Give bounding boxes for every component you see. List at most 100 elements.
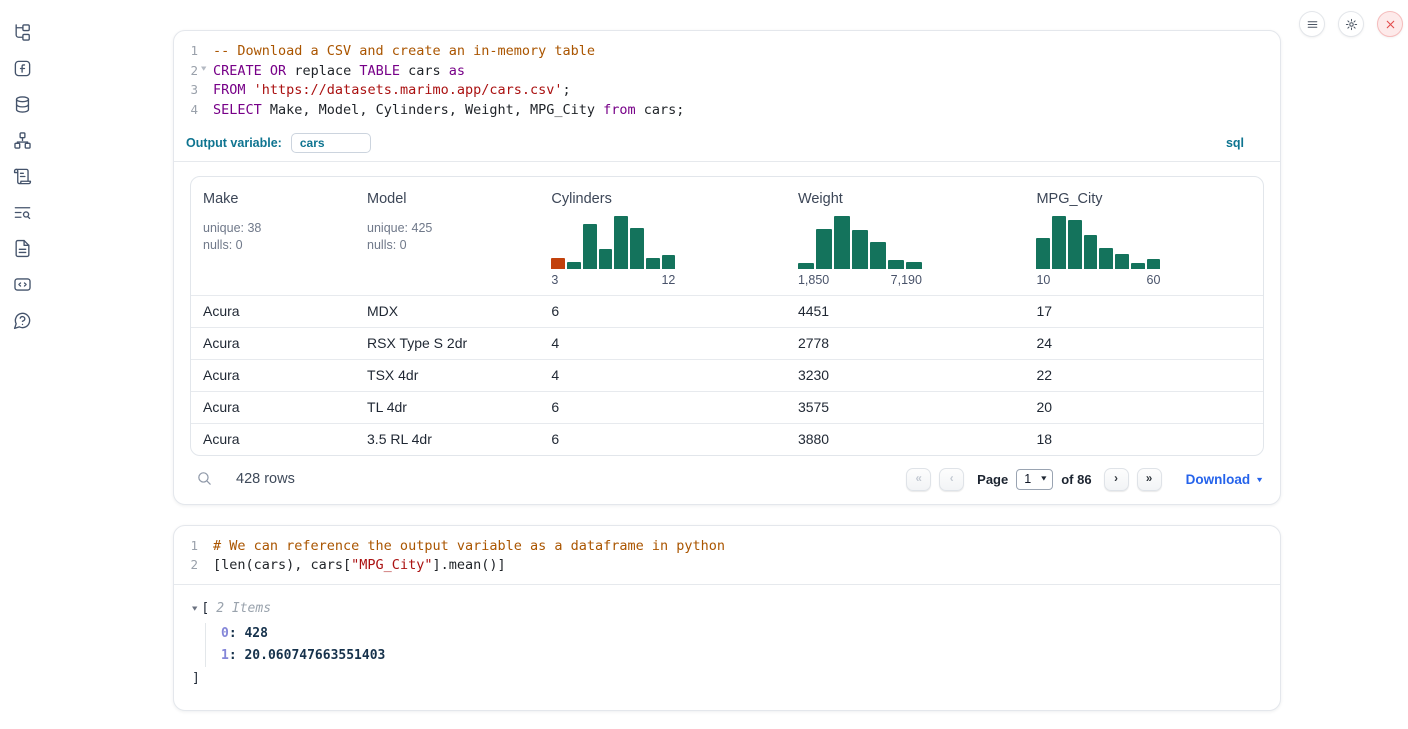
language-badge: sql — [1226, 136, 1268, 150]
database-icon[interactable] — [13, 95, 32, 114]
code-line: 2[len(cars), cars["MPG_City"].mean()] — [174, 557, 1280, 577]
line-number: 2▼ — [174, 63, 198, 78]
histogram-bar — [888, 260, 904, 269]
file-tree-icon[interactable] — [13, 23, 32, 42]
histogram-bar — [1131, 263, 1145, 269]
collapse-chevron-icon[interactable]: ▼ — [192, 605, 197, 613]
table-header-row: Makeunique: 38nulls: 0Modelunique: 425nu… — [191, 177, 1263, 296]
help-icon[interactable] — [13, 311, 32, 330]
sql-code-editor[interactable]: 1-- Download a CSV and create an in-memo… — [174, 31, 1280, 129]
column-stats: unique: 38nulls: 0 — [203, 220, 343, 254]
table-row[interactable]: AcuraRSX Type S 2dr4277824 — [191, 327, 1263, 359]
table-body: AcuraMDX6445117AcuraRSX Type S 2dr427782… — [191, 295, 1263, 455]
notebook-controls — [1299, 11, 1403, 37]
list-item-value: 428 — [244, 626, 267, 641]
dependency-graph-icon[interactable] — [13, 131, 32, 150]
list-item-colon: : — [229, 648, 245, 663]
notebook-main: 1-- Download a CSV and create an in-memo… — [173, 30, 1281, 711]
histogram-bar — [1099, 248, 1113, 269]
histogram-bar — [567, 262, 581, 269]
histogram-bar — [1052, 216, 1066, 269]
column-header-mpg_city[interactable]: MPG_City 1060 — [1024, 177, 1263, 296]
data-table: Makeunique: 38nulls: 0Modelunique: 425nu… — [190, 176, 1264, 456]
histogram-bar — [870, 242, 886, 269]
table-cell: RSX Type S 2dr — [355, 327, 539, 359]
page-select[interactable]: 1 — [1016, 469, 1053, 490]
column-name: MPG_City — [1036, 191, 1251, 207]
line-number: 4 — [174, 102, 198, 117]
histogram-bar — [1084, 235, 1098, 269]
next-page-button[interactable]: › — [1104, 468, 1129, 491]
list-output-header: ▼ [ 2 Items — [192, 601, 1266, 616]
table-cell: 4 — [539, 359, 786, 391]
previous-page-button[interactable]: ‹ — [939, 468, 964, 491]
column-name: Model — [367, 191, 527, 207]
table-cell: 20 — [1024, 391, 1263, 423]
column-header-make[interactable]: Makeunique: 38nulls: 0 — [191, 177, 355, 296]
table-cell: 17 — [1024, 295, 1263, 327]
documentation-icon[interactable] — [13, 239, 32, 258]
last-page-button[interactable]: » — [1137, 468, 1162, 491]
histogram-bars — [551, 216, 675, 269]
menu-button[interactable] — [1299, 11, 1325, 37]
code-text: CREATE OR replace TABLE cars as — [198, 63, 465, 79]
code-text: FROM 'https://datasets.marimo.app/cars.c… — [198, 82, 571, 98]
table-row[interactable]: Acura3.5 RL 4dr6388018 — [191, 423, 1263, 455]
python-code-editor[interactable]: 1# We can reference the output variable … — [174, 526, 1280, 585]
table-cell: 4451 — [786, 295, 1025, 327]
table-row[interactable]: AcuraTL 4dr6357520 — [191, 391, 1263, 423]
scratchpad-icon[interactable] — [13, 167, 32, 186]
list-output: ▼ [ 2 Items 0: 4281: 20.060747663551403 … — [174, 585, 1280, 710]
histogram-bar — [583, 224, 597, 269]
column-header-model[interactable]: Modelunique: 425nulls: 0 — [355, 177, 539, 296]
close-button[interactable] — [1377, 11, 1403, 37]
sql-cell: 1-- Download a CSV and create an in-memo… — [173, 30, 1281, 505]
output-variable-input[interactable] — [291, 133, 371, 153]
list-item-colon: : — [229, 626, 245, 641]
list-item-index: 0 — [221, 626, 229, 641]
table-row[interactable]: AcuraMDX6445117 — [191, 295, 1263, 327]
table-cell: Acura — [191, 359, 355, 391]
table-cell: Acura — [191, 295, 355, 327]
histogram-bar — [1068, 220, 1082, 269]
column-histogram: 1060 — [1036, 216, 1160, 287]
column-header-cylinders[interactable]: Cylinders312 — [539, 177, 786, 296]
column-header-weight[interactable]: Weight1,8507,190 — [786, 177, 1025, 296]
table-cell: 24 — [1024, 327, 1263, 359]
histogram-bars — [798, 216, 922, 269]
list-item-value: 20.060747663551403 — [244, 648, 385, 663]
histogram-bar — [1115, 254, 1129, 269]
functions-icon[interactable] — [13, 59, 32, 78]
table-cell: Acura — [191, 423, 355, 455]
column-name: Cylinders — [551, 191, 774, 207]
table-row[interactable]: AcuraTSX 4dr4323022 — [191, 359, 1263, 391]
settings-button[interactable] — [1338, 11, 1364, 37]
code-line: 1-- Download a CSV and create an in-memo… — [174, 43, 1280, 63]
snippets-icon[interactable] — [13, 275, 32, 294]
histogram-bar — [646, 258, 660, 269]
sql-output-area: Makeunique: 38nulls: 0Modelunique: 425nu… — [174, 162, 1280, 456]
sql-cell-footer: Output variable: sql — [174, 129, 1280, 162]
search-icon[interactable] — [196, 470, 214, 488]
fold-icon[interactable]: ▼ — [201, 66, 206, 73]
output-variable-label: Output variable: — [186, 136, 282, 150]
code-line: 3FROM 'https://datasets.marimo.app/cars.… — [174, 82, 1280, 102]
table-cell: 6 — [539, 423, 786, 455]
download-button[interactable]: Download ▼ — [1186, 472, 1264, 487]
code-text: [len(cars), cars["MPG_City"].mean()] — [198, 557, 506, 573]
table-cell: MDX — [355, 295, 539, 327]
logs-search-icon[interactable] — [13, 203, 32, 222]
code-text: SELECT Make, Model, Cylinders, Weight, M… — [198, 102, 684, 118]
python-cell: 1# We can reference the output variable … — [173, 525, 1281, 711]
table-cell: 6 — [539, 295, 786, 327]
pagination: « ‹ Page 1 ▼ of 86 › » Download ▼ — [906, 468, 1264, 491]
table-cell: Acura — [191, 327, 355, 359]
items-count-label: 2 Items — [209, 601, 271, 616]
list-item: 1: 20.060747663551403 — [221, 645, 1266, 667]
table-cell: 6 — [539, 391, 786, 423]
code-line: 1# We can reference the output variable … — [174, 538, 1280, 558]
first-page-button[interactable]: « — [906, 468, 931, 491]
table-cell: TL 4dr — [355, 391, 539, 423]
histogram-bar — [630, 228, 644, 269]
histogram-bar — [852, 230, 868, 269]
